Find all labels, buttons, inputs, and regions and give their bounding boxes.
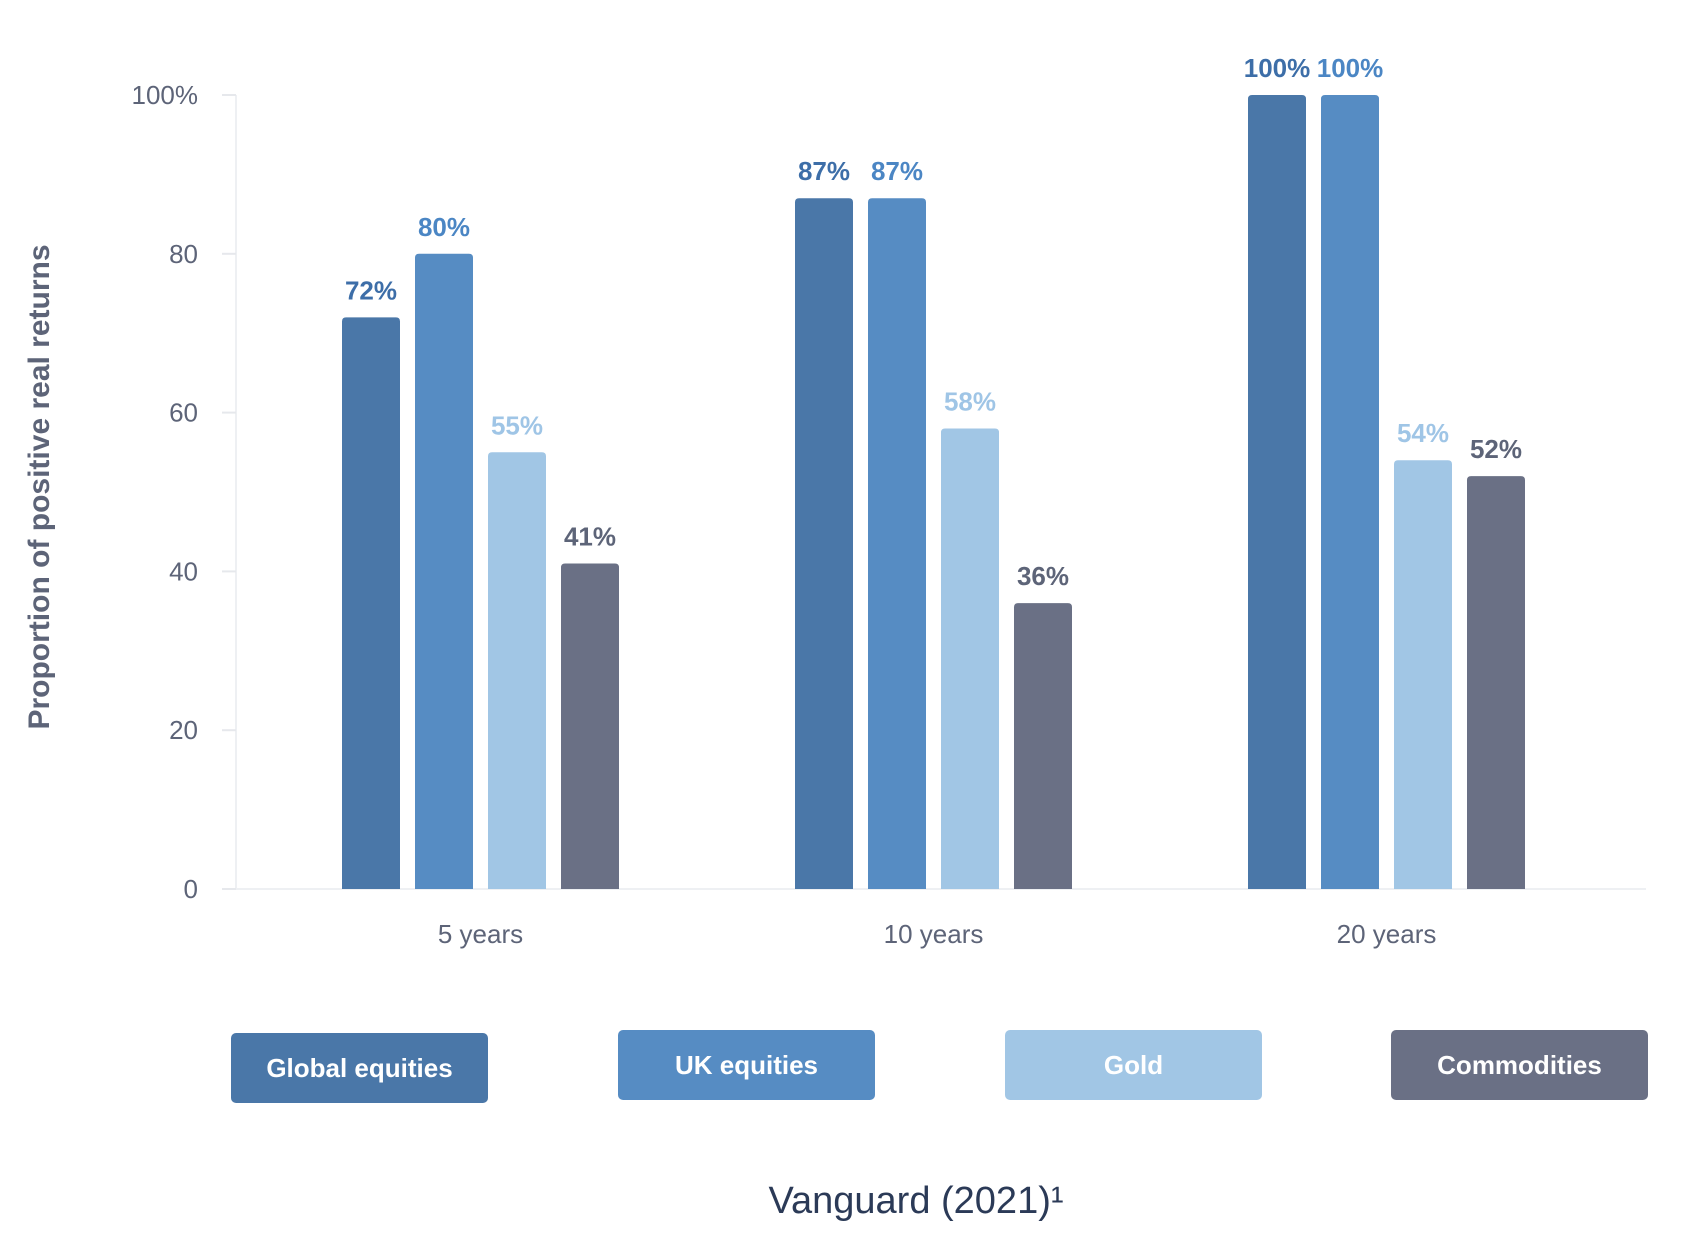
bar: [868, 198, 926, 890]
data-label: 100%: [1244, 53, 1311, 83]
x-tick-label: 10 years: [884, 919, 984, 949]
legend-item: Global equities: [231, 1033, 488, 1103]
y-tick-label: 60: [169, 398, 198, 428]
bar: [1014, 603, 1072, 889]
bar: [561, 563, 619, 889]
bar: [488, 452, 546, 889]
data-label: 36%: [1017, 561, 1069, 591]
data-label: 87%: [871, 156, 923, 186]
bar: [1248, 95, 1306, 889]
bar: [795, 198, 853, 890]
bar: [1394, 460, 1452, 889]
legend-item: UK equities: [618, 1030, 875, 1100]
y-axis-label: Proportion of positive real returns: [23, 244, 56, 729]
data-label: 72%: [345, 275, 397, 305]
bar: [342, 317, 400, 889]
x-tick-label: 5 years: [438, 919, 523, 949]
data-label: 58%: [944, 386, 996, 416]
x-tick-label: 20 years: [1337, 919, 1437, 949]
y-tick-label: 100%: [132, 80, 199, 110]
data-label: 55%: [491, 410, 543, 440]
bar: [415, 253, 473, 890]
y-tick-label: 20: [169, 715, 198, 745]
data-label: 100%: [1317, 53, 1384, 83]
data-label: 87%: [798, 156, 850, 186]
bar: [1321, 95, 1379, 889]
y-tick-label: 80: [169, 239, 198, 269]
data-label: 41%: [564, 521, 616, 551]
data-label: 52%: [1470, 434, 1522, 464]
data-label: 80%: [418, 212, 470, 242]
y-tick-label: 0: [184, 874, 198, 904]
bar: [1467, 476, 1525, 889]
y-tick-label: 40: [169, 556, 198, 586]
source-caption: Vanguard (2021)¹: [768, 1180, 1064, 1222]
legend-item: Gold: [1005, 1030, 1262, 1100]
legend-item: Commodities: [1391, 1030, 1648, 1100]
data-label: 54%: [1397, 418, 1449, 448]
bar: [941, 428, 999, 889]
